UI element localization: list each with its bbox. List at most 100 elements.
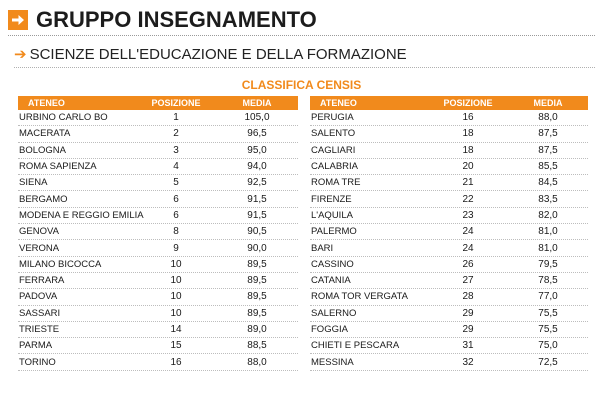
cell-ateneo: URBINO CARLO BO — [19, 112, 108, 124]
table-row: PARMA 15 88,5 — [18, 338, 298, 355]
ranking-table-left: ATENEO POSIZIONE MEDIA URBINO CARLO BO 1 1… — [18, 96, 298, 371]
cell-media: 79,5 — [538, 258, 558, 270]
cell-posizione: 24 — [462, 226, 474, 238]
cell-posizione: 2 — [173, 128, 179, 140]
cell-media: 89,0 — [247, 324, 267, 335]
cell-ateneo: FIRENZE — [311, 193, 352, 205]
table-row: FIRENZE 22 83,5 — [310, 191, 588, 208]
page-title: GRUPPO INSEGNAMENTO — [36, 7, 317, 32]
cell-media: 81,0 — [538, 242, 558, 254]
cell-media: 88,5 — [247, 340, 267, 352]
cell-media: 89,5 — [247, 275, 267, 287]
cell-ateneo: MESSINA — [311, 356, 354, 368]
cell-ateneo: TORINO — [19, 356, 56, 368]
cell-posizione: 29 — [462, 307, 474, 319]
cell-ateneo: SALERNO — [311, 307, 357, 319]
cell-ateneo: PADOVA — [19, 291, 58, 303]
title-row: GRUPPO INSEGNAMENTO — [8, 6, 595, 34]
cell-ateneo: SALENTO — [311, 128, 356, 140]
cell-ateneo: SIENA — [19, 177, 48, 189]
cell-ateneo: MILANO BICOCCA — [19, 258, 102, 270]
cell-ateneo: TRIESTE — [19, 324, 60, 335]
table-row: MILANO BICOCCA 10 89,5 — [18, 257, 298, 273]
cell-posizione: 10 — [170, 291, 182, 303]
cell-posizione: 10 — [170, 275, 182, 287]
column-header-ateneo: ATENEO — [320, 98, 357, 108]
column-header-media: MEDIA — [533, 98, 563, 108]
subtitle-divider — [14, 67, 595, 68]
table-row: CAGLIARI 18 87,5 — [310, 143, 588, 159]
cell-ateneo: PALERMO — [311, 226, 357, 238]
ranking-label: CLASSIFICA CENSIS — [241, 78, 362, 92]
cell-media: 87,5 — [538, 128, 558, 140]
cell-media: 85,5 — [538, 161, 558, 173]
cell-media: 89,5 — [247, 307, 267, 319]
table-row: SALENTO 18 87,5 — [310, 126, 588, 143]
table-row: SASSARI 10 89,5 — [18, 306, 298, 322]
cell-ateneo: ROMA TRE — [311, 177, 361, 189]
cell-posizione: 6 — [173, 193, 179, 205]
table-row: URBINO CARLO BO 1 105,0 — [18, 110, 298, 127]
cell-media: 94,0 — [247, 161, 267, 173]
cell-ateneo: CALABRIA — [311, 161, 358, 173]
cell-ateneo: PERUGIA — [311, 112, 354, 124]
cell-posizione: 16 — [170, 356, 182, 368]
page-subtitle: SCIENZE DELL'EDUCAZIONE E DELLA FORMAZIO… — [29, 45, 407, 63]
cell-posizione: 3 — [173, 144, 179, 156]
cell-media: 75,5 — [538, 307, 558, 319]
cell-media: 84,5 — [538, 177, 558, 189]
table-row: MACERATA 2 96,5 — [18, 126, 298, 143]
table-row: GENOVA 8 90,5 — [18, 224, 298, 241]
column-header-posizione: POSIZIONE — [443, 98, 493, 108]
cell-ateneo: FOGGIA — [311, 324, 348, 335]
cell-ateneo: L'AQUILA — [311, 209, 353, 221]
cell-ateneo: ROMA SAPIENZA — [19, 161, 97, 173]
cell-ateneo: BERGAMO — [19, 193, 68, 205]
table-row: ROMA SAPIENZA 4 94,0 — [18, 159, 298, 176]
cell-ateneo: FERRARA — [19, 275, 65, 287]
cell-media: 105,0 — [244, 112, 270, 124]
cell-media: 83,5 — [538, 193, 558, 205]
table-row: TORINO 16 88,0 — [18, 354, 298, 371]
cell-ateneo: VERONA — [19, 242, 60, 254]
title-divider — [8, 35, 595, 36]
table-row: ROMA TOR VERGATA 28 77,0 — [310, 289, 588, 306]
cell-media: 88,0 — [538, 112, 558, 124]
table-row: PADOVA 10 89,5 — [18, 289, 298, 306]
cell-media: 77,0 — [538, 291, 558, 303]
cell-media: 75,0 — [538, 340, 558, 352]
table-row: VERONA 9 90,0 — [18, 240, 298, 257]
arrow-right-icon: ➔ — [14, 46, 27, 63]
cell-ateneo: SASSARI — [19, 307, 61, 319]
cell-posizione: 31 — [462, 340, 474, 352]
cell-posizione: 18 — [462, 144, 474, 156]
cell-media: 81,0 — [538, 226, 558, 238]
cell-posizione: 6 — [173, 209, 179, 221]
table-row: SIENA 5 92,5 — [18, 175, 298, 192]
table-row: PERUGIA 16 88,0 — [310, 110, 588, 127]
cell-posizione: 5 — [173, 177, 179, 189]
table-row: L'AQUILA 23 82,0 — [310, 208, 588, 225]
table-row: BERGAMO 6 91,5 — [18, 191, 298, 208]
cell-media: 72,5 — [538, 356, 558, 368]
ranking-table-right: ATENEO POSIZIONE MEDIA PERUGIA 16 88,0 SALE… — [310, 96, 588, 371]
table-row: FERRARA 10 89,5 — [18, 273, 298, 290]
cell-media: 91,5 — [247, 209, 267, 221]
cell-posizione: 26 — [462, 258, 474, 270]
cell-posizione: 32 — [462, 356, 474, 368]
cell-ateneo: MACERATA — [19, 128, 71, 140]
cell-posizione: 10 — [170, 258, 182, 270]
column-header-posizione: POSIZIONE — [151, 98, 201, 108]
table-row: TRIESTE 14 89,0 — [18, 322, 298, 339]
cell-ateneo: BOLOGNA — [19, 144, 66, 156]
cell-media: 96,5 — [247, 128, 267, 140]
table-row: MODENA E REGGIO EMILIA 6 91,5 — [18, 208, 298, 225]
cell-posizione: 29 — [462, 324, 474, 335]
cell-media: 89,5 — [247, 258, 267, 270]
cell-ateneo: CATANIA — [311, 275, 351, 287]
table-body: URBINO CARLO BO 1 105,0 MACERATA 2 96,5 BOLOGN… — [18, 110, 298, 371]
cell-media: 95,0 — [247, 144, 267, 156]
table-row: CHIETI E PESCARA 31 75,0 — [310, 338, 588, 355]
cell-media: 90,5 — [247, 226, 267, 238]
cell-ateneo: CAGLIARI — [311, 144, 356, 156]
